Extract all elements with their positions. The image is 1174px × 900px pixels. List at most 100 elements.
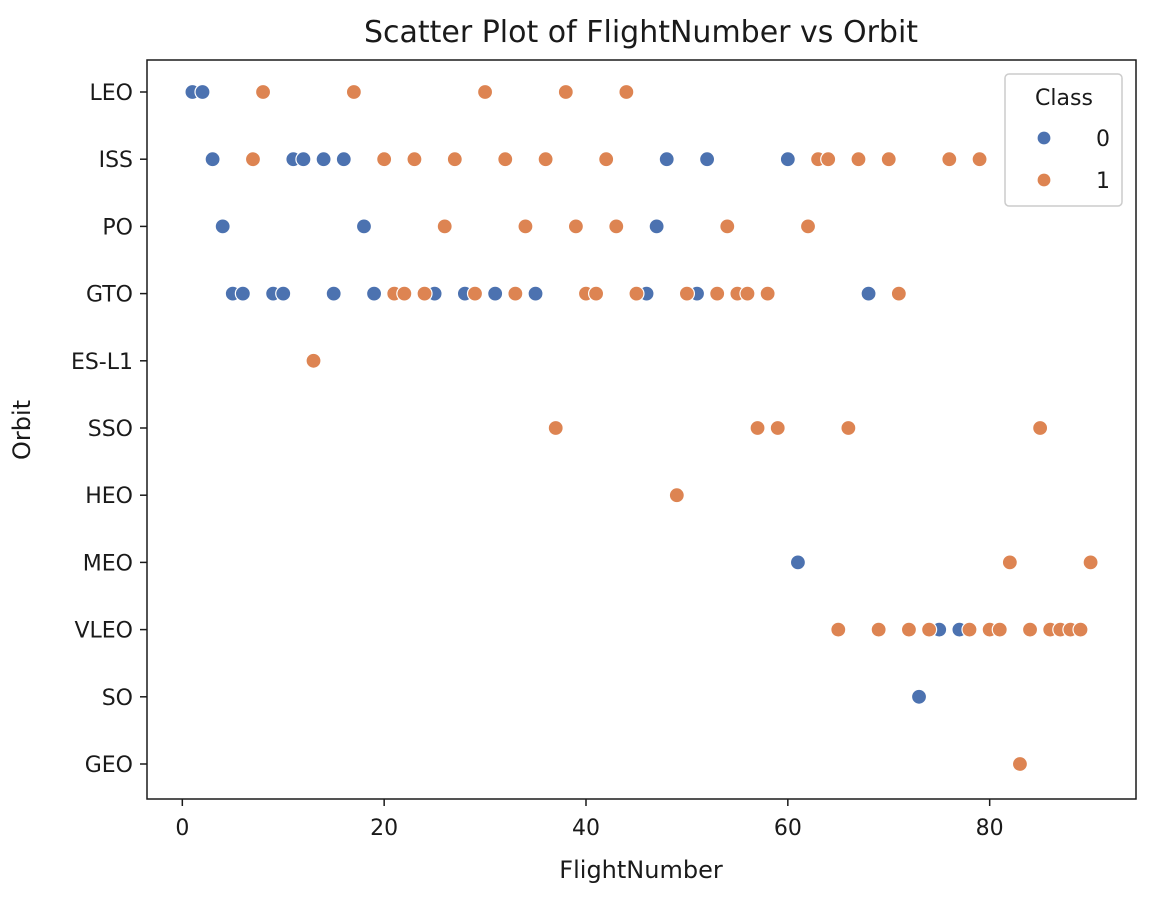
data-point-class-0 — [365, 285, 383, 302]
data-point-class-1 — [345, 83, 362, 101]
y-tick-label: SSO — [88, 417, 133, 442]
data-point-class-1 — [840, 419, 857, 437]
y-tick-label: SO — [102, 686, 133, 711]
data-point-class-1 — [476, 83, 494, 101]
data-point-class-1 — [719, 218, 736, 235]
data-point-class-1 — [799, 218, 817, 235]
data-point-class-1 — [1001, 554, 1018, 571]
data-point-class-1 — [436, 218, 453, 235]
y-tick-label: VLEO — [74, 619, 133, 644]
x-tick-label: 0 — [175, 816, 189, 841]
data-point-class-1 — [466, 285, 484, 302]
legend-label-class-0: 0 — [1096, 127, 1110, 152]
data-point-class-0 — [194, 83, 211, 101]
data-point-class-0 — [779, 151, 796, 168]
data-point-class-0 — [204, 151, 221, 168]
data-point-class-0 — [275, 285, 292, 302]
data-point-class-1 — [244, 151, 262, 168]
legend-box — [1004, 73, 1123, 207]
data-point-class-0 — [789, 554, 807, 571]
data-point-class-1 — [1021, 621, 1039, 638]
y-axis-label: Orbit — [8, 400, 36, 460]
data-point-class-1 — [598, 151, 615, 168]
data-point-class-1 — [850, 151, 867, 168]
data-point-class-1 — [1072, 621, 1089, 638]
data-point-class-1 — [446, 151, 463, 168]
data-point-class-1 — [921, 621, 938, 638]
data-point-class-1 — [991, 621, 1008, 638]
data-point-class-1 — [537, 151, 554, 168]
y-tick-label: ES-L1 — [71, 350, 133, 375]
data-point-class-1 — [739, 285, 756, 302]
data-point-class-1 — [678, 285, 696, 302]
data-point-class-1 — [416, 285, 433, 302]
legend-marker-class-1 — [1036, 172, 1052, 188]
y-tick-label: GTO — [86, 283, 133, 308]
data-point-class-1 — [547, 419, 564, 437]
data-point-class-0 — [860, 285, 877, 302]
data-point-class-0 — [325, 285, 342, 302]
data-point-class-1 — [749, 419, 766, 437]
y-tick-label: ISS — [99, 148, 133, 173]
data-point-class-1 — [1032, 419, 1049, 437]
x-axis-ticks: 0 20 40 60 80 — [175, 799, 1004, 841]
chart-title: Scatter Plot of FlightNumber vs Orbit — [364, 15, 918, 50]
data-point-class-1 — [497, 151, 514, 168]
legend-label-class-1: 1 — [1096, 169, 1110, 194]
data-point-class-0 — [487, 285, 504, 302]
legend-marker-class-0 — [1036, 130, 1052, 146]
data-point-class-0 — [527, 285, 544, 302]
data-point-class-1 — [1011, 755, 1029, 773]
data-point-class-0 — [335, 151, 352, 168]
data-point-class-1 — [254, 83, 272, 101]
data-point-class-1 — [941, 151, 958, 168]
data-point-class-1 — [618, 83, 635, 101]
data-point-class-1 — [628, 285, 645, 302]
y-tick-label: GEO — [85, 753, 133, 778]
data-point-class-1 — [396, 285, 413, 302]
data-point-class-0 — [355, 218, 373, 235]
data-point-class-1 — [759, 285, 776, 302]
data-point-class-1 — [830, 621, 847, 638]
data-point-class-1 — [668, 487, 685, 504]
y-tick-label: MEO — [83, 551, 133, 576]
data-point-class-1 — [507, 285, 524, 302]
y-tick-label: LEO — [90, 81, 133, 106]
data-point-class-1 — [870, 621, 887, 638]
data-point-class-0 — [295, 151, 312, 168]
x-tick-label: 80 — [976, 816, 1004, 841]
data-point-class-1 — [567, 218, 585, 235]
data-point-class-0 — [648, 218, 665, 235]
data-point-class-1 — [557, 83, 574, 101]
data-point-class-1 — [820, 151, 837, 168]
data-point-class-1 — [971, 151, 988, 168]
y-tick-label: PO — [102, 215, 133, 240]
x-axis-label: FlightNumber — [559, 856, 723, 884]
data-point-class-1 — [376, 151, 393, 168]
data-point-class-0 — [214, 218, 231, 235]
data-point-class-0 — [658, 151, 675, 168]
data-point-class-0 — [315, 151, 332, 168]
legend: Class 0 1 — [1004, 73, 1123, 207]
data-point-class-0 — [910, 688, 928, 705]
y-axis-ticks: LEO ISS PO GTO ES-L1 SSO HEO MEO VLEO SO GEO — [71, 81, 147, 778]
x-tick-label: 60 — [774, 816, 802, 841]
data-point-class-1 — [587, 285, 605, 302]
data-point-class-1 — [900, 621, 918, 638]
plot-frame — [146, 59, 1137, 800]
data-point-class-1 — [517, 218, 534, 235]
x-tick-label: 20 — [370, 816, 398, 841]
data-point-class-1 — [305, 352, 322, 369]
data-points — [184, 83, 1099, 773]
data-point-class-1 — [1082, 554, 1099, 571]
y-tick-label: HEO — [85, 484, 133, 509]
data-point-class-0 — [234, 285, 251, 302]
data-point-class-1 — [961, 621, 978, 638]
data-point-class-1 — [890, 285, 907, 302]
legend-title: Class — [1035, 86, 1093, 111]
data-point-class-1 — [406, 151, 423, 168]
data-point-class-1 — [769, 419, 786, 437]
data-point-class-1 — [608, 218, 625, 235]
